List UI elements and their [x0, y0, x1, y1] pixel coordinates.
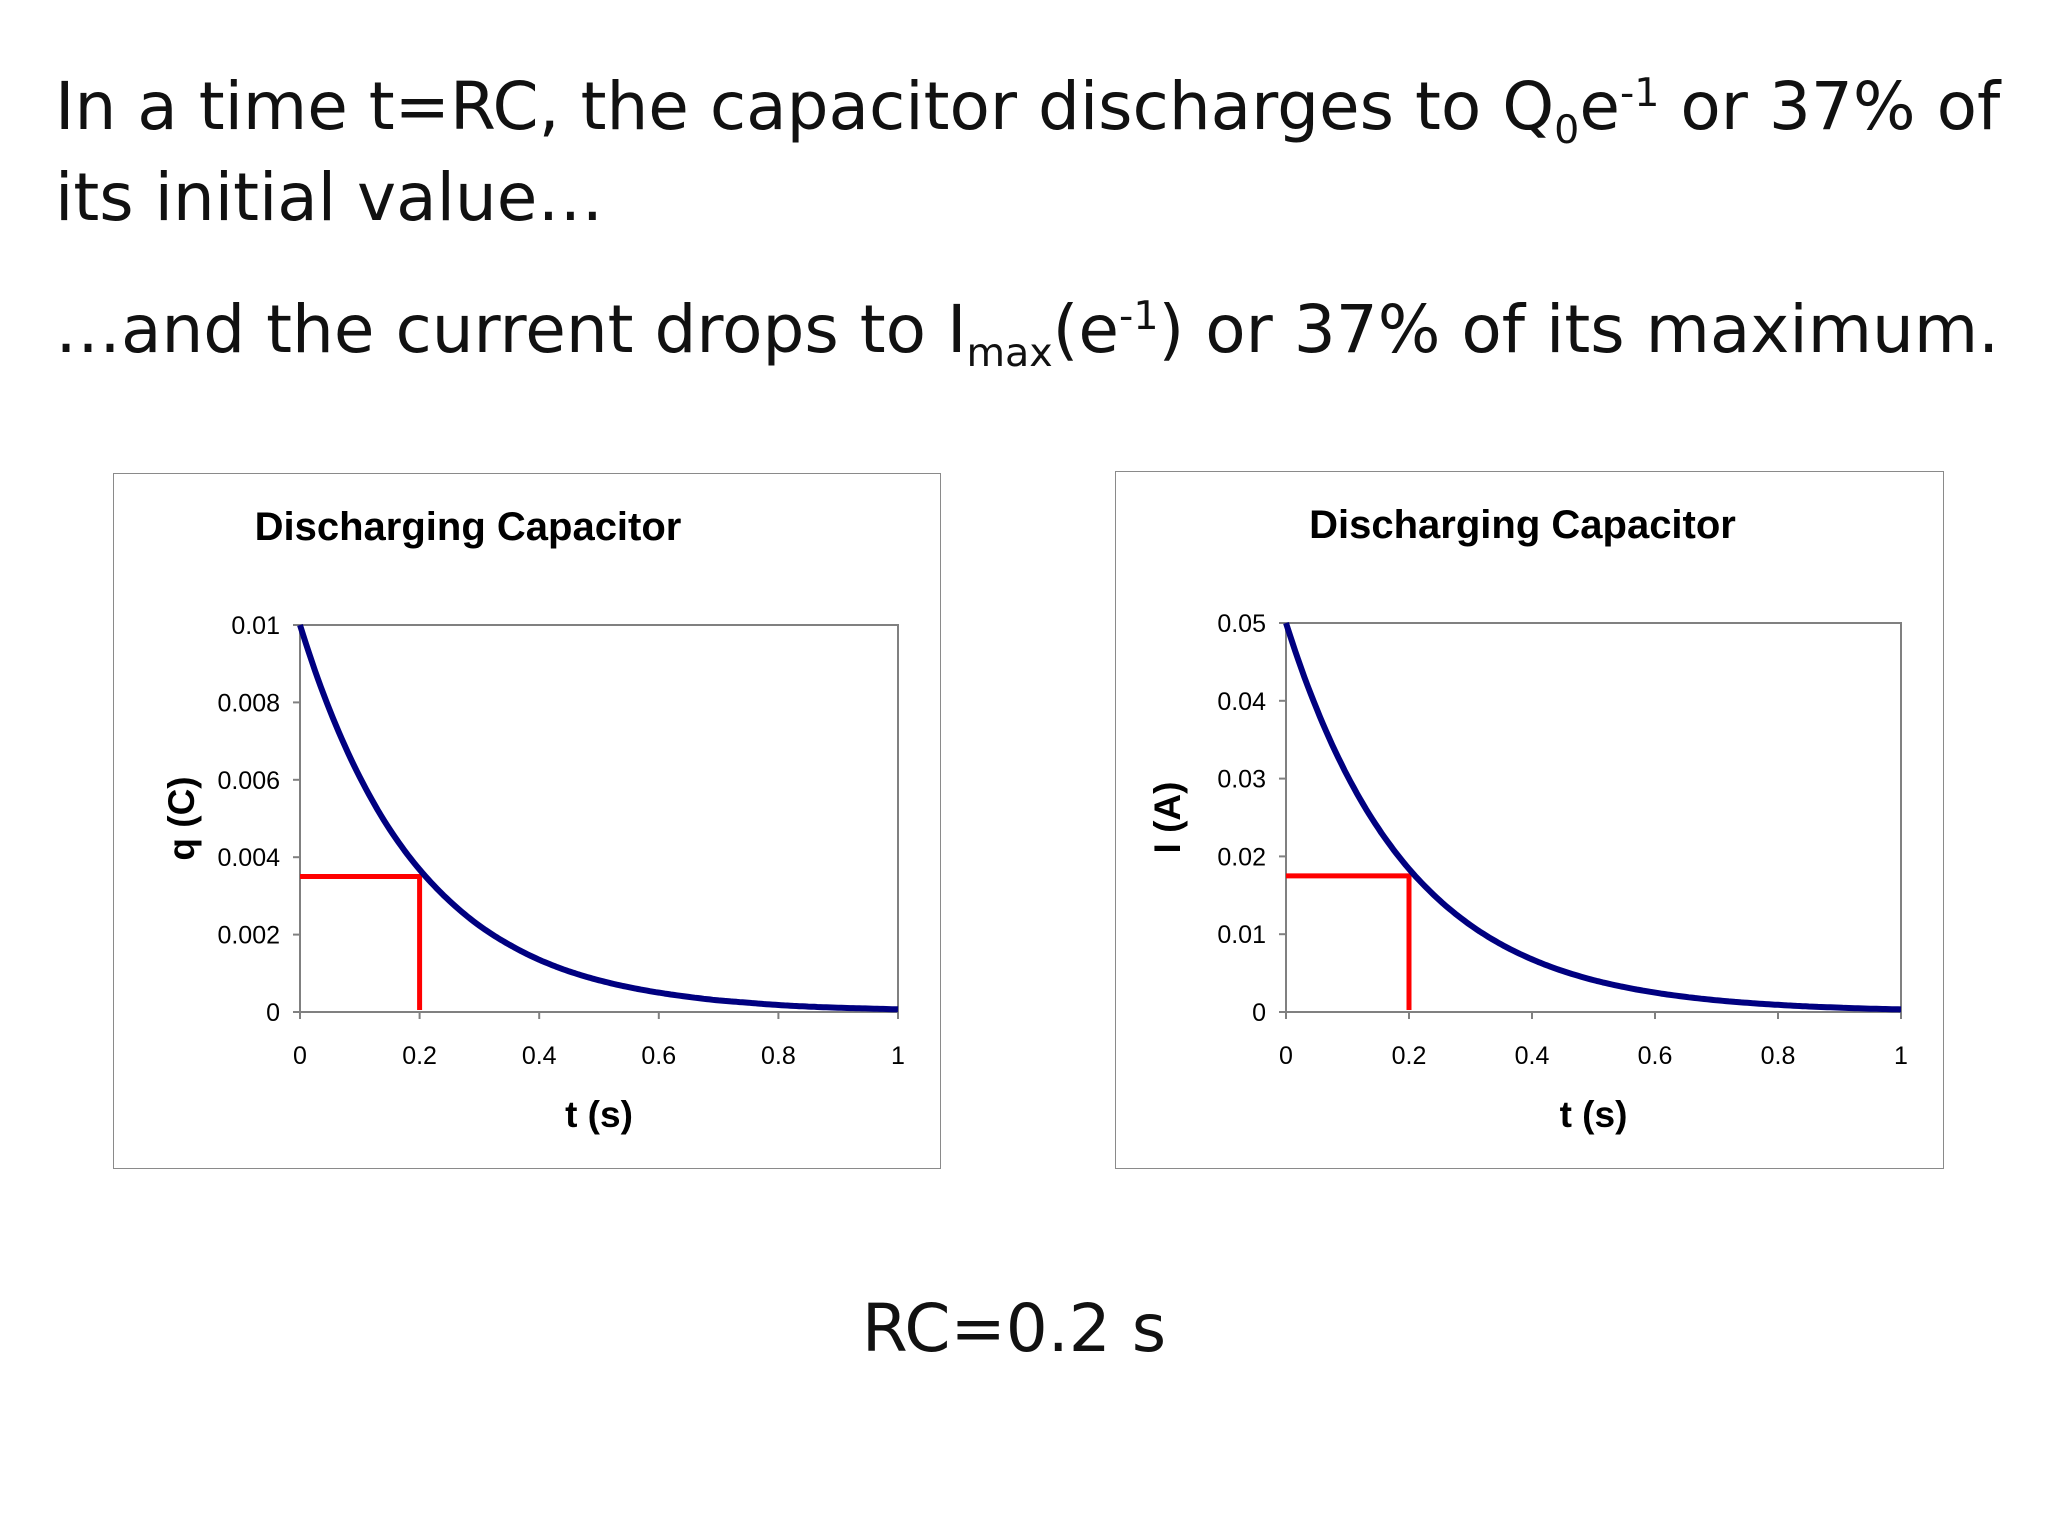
x-tick-label: 0	[1279, 1042, 1293, 1070]
x-tick-label: 0	[293, 1042, 307, 1070]
y-tick-label: 0.004	[217, 844, 280, 872]
y-tick-label: 0.03	[1217, 766, 1266, 794]
x-tick-label: 0.8	[761, 1042, 796, 1070]
rc-value: RC=0.2 s	[861, 1290, 1167, 1367]
y-tick-label: 0.04	[1217, 688, 1266, 716]
chart-title: Discharging Capacitor	[1309, 503, 1736, 547]
text: (e	[1052, 291, 1120, 368]
rc-marker-line	[1286, 873, 1412, 1010]
x-axis-label: t (s)	[565, 1094, 633, 1135]
x-tick-label: 0.2	[1392, 1042, 1427, 1070]
y-tick-label: 0.01	[231, 612, 280, 640]
x-axis-label: t (s)	[1560, 1094, 1628, 1135]
statement-line-3: …and the current drops to Imax(e-1) or 3…	[55, 296, 1999, 373]
chart-current: Discharging Capacitor 0 0.01 0.02 0.03 0.04 0.…	[1115, 471, 1944, 1169]
plot-area	[299, 624, 899, 1013]
plot-area	[1285, 622, 1902, 1013]
x-tick-label: 0.4	[522, 1042, 557, 1070]
text: …and the current drops to I	[55, 291, 967, 368]
decay-curve	[1283, 622, 1902, 1013]
y-axis-label: I (A)	[1147, 782, 1188, 854]
decay-curve	[297, 624, 899, 1013]
y-axis-label: q (C)	[161, 776, 202, 860]
superscript: -1	[1119, 293, 1159, 339]
text: ) or 37% of its maximum.	[1158, 291, 2000, 368]
superscript: -1	[1619, 70, 1660, 116]
y-tick-label: 0.02	[1217, 843, 1266, 871]
text: e	[1579, 68, 1620, 145]
y-tick-label: 0.05	[1217, 610, 1266, 638]
x-tick-label: 0.4	[1515, 1042, 1550, 1070]
subscript: max	[966, 330, 1053, 377]
statement-line-1: In a time t=RC, the capacitor discharges…	[55, 73, 2000, 150]
chart-title: Discharging Capacitor	[255, 505, 682, 549]
rc-marker-line	[300, 874, 423, 1010]
x-tick-label: 0.6	[641, 1042, 676, 1070]
x-tick-label: 1	[891, 1042, 905, 1070]
x-tick-label: 0.6	[1638, 1042, 1673, 1070]
y-tick-label: 0	[266, 999, 280, 1027]
x-tick-label: 0.2	[402, 1042, 437, 1070]
statement-line-2: its initial value…	[55, 159, 604, 236]
y-tick-label: 0.01	[1217, 921, 1266, 949]
text: In a time t=RC, the capacitor discharges…	[55, 68, 1555, 145]
x-tick-label: 0.8	[1761, 1042, 1796, 1070]
y-tick-label: 0	[1252, 999, 1266, 1027]
y-tick-label: 0.002	[217, 922, 280, 950]
chart-charge: Discharging Capacitor 0 0.002 0.004 0.006 0.0…	[113, 473, 941, 1169]
x-tick-label: 1	[1894, 1042, 1908, 1070]
text: or 37% of	[1659, 68, 2001, 145]
y-tick-label: 0.006	[217, 767, 280, 795]
y-tick-label: 0.008	[217, 689, 280, 717]
subscript: 0	[1554, 107, 1580, 154]
